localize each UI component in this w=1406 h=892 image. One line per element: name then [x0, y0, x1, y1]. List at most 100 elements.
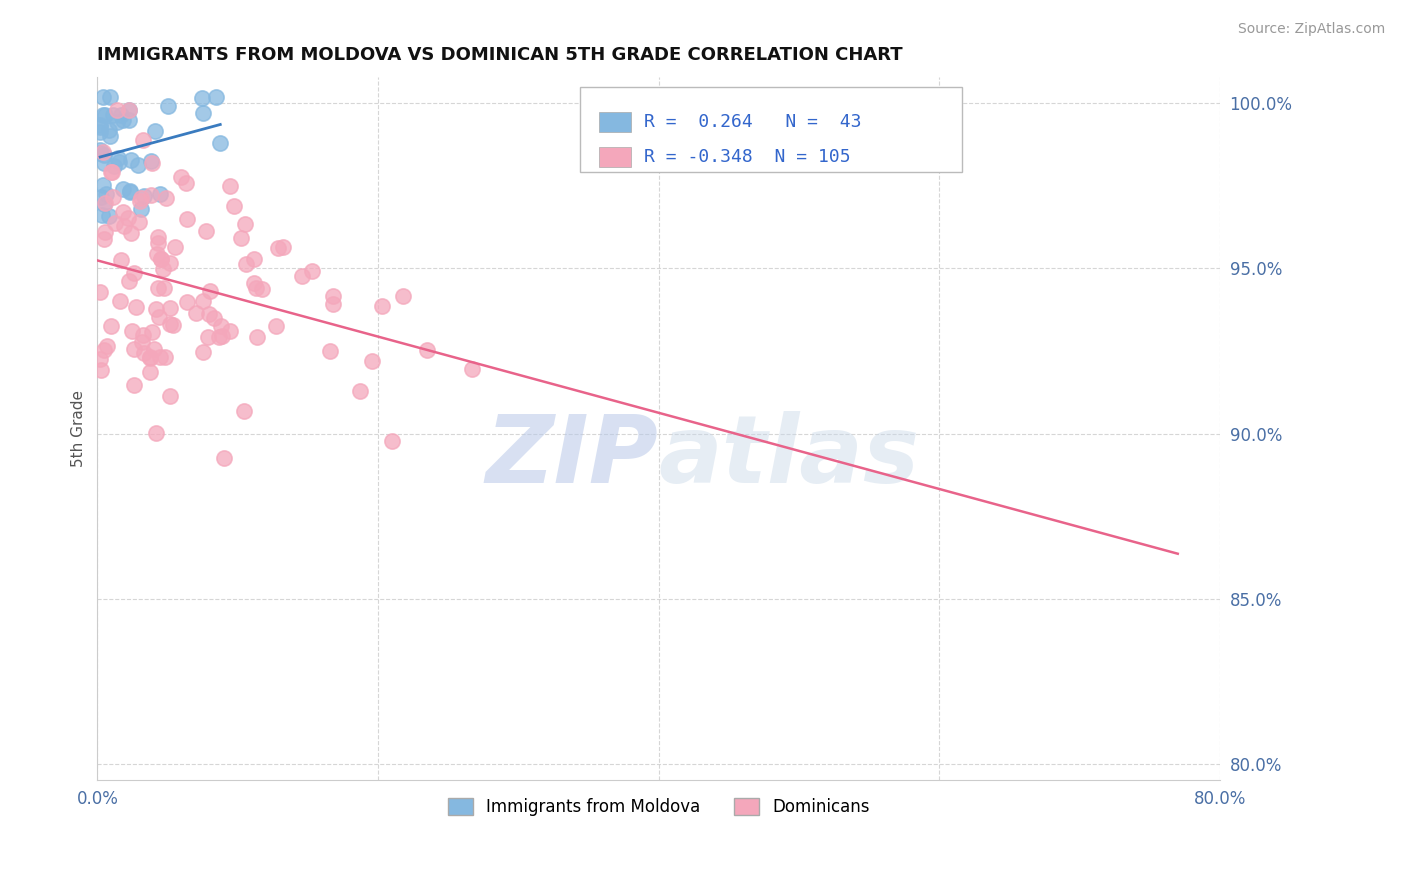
Point	[107, 151, 129, 165]
Point	[112, 113, 135, 128]
Point	[98, 209, 121, 223]
Point	[98, 129, 121, 144]
Point	[243, 252, 266, 266]
Point	[381, 434, 404, 449]
Point	[165, 240, 187, 254]
Point	[89, 120, 111, 135]
Point	[141, 153, 163, 168]
Point	[90, 363, 112, 377]
Point	[89, 146, 111, 161]
Point	[159, 256, 181, 270]
Point	[110, 108, 132, 122]
Point	[94, 196, 117, 211]
Point	[319, 343, 342, 358]
Point	[118, 184, 141, 198]
Point	[152, 281, 174, 295]
Point	[132, 328, 155, 343]
Point	[118, 103, 141, 118]
Point	[250, 282, 273, 296]
Point	[146, 281, 169, 295]
Point	[118, 274, 141, 288]
Point	[361, 354, 384, 368]
Point	[89, 351, 111, 366]
Point	[101, 190, 124, 204]
Point	[127, 158, 149, 172]
Point	[91, 89, 114, 103]
Point	[194, 224, 217, 238]
Point	[242, 277, 264, 291]
Point	[159, 317, 181, 331]
Point	[132, 189, 155, 203]
Point	[322, 297, 344, 311]
Point	[96, 339, 118, 353]
Point	[149, 350, 172, 364]
Text: R =  0.264   N =  43: R = 0.264 N = 43	[644, 113, 862, 131]
Point	[122, 266, 145, 280]
Point	[191, 294, 214, 309]
Point	[105, 115, 128, 129]
Point	[89, 144, 111, 158]
Point	[152, 262, 174, 277]
Point	[112, 219, 135, 233]
Point	[219, 179, 242, 194]
Bar	[599, 147, 630, 167]
Point	[98, 123, 121, 137]
Point	[209, 319, 232, 334]
Point	[149, 186, 172, 201]
Point	[149, 252, 172, 266]
Point	[198, 307, 221, 321]
Point	[322, 289, 344, 303]
Point	[291, 269, 314, 284]
Point	[156, 99, 179, 113]
Point	[222, 199, 245, 213]
Point	[246, 330, 269, 344]
Point	[91, 108, 114, 122]
Point	[139, 364, 162, 378]
Point	[139, 351, 162, 365]
Point	[100, 319, 122, 334]
Point	[138, 350, 160, 364]
Point	[197, 330, 219, 344]
Y-axis label: 5th Grade: 5th Grade	[72, 390, 86, 467]
Point	[128, 215, 150, 229]
Point	[176, 211, 198, 226]
Point	[204, 89, 226, 103]
Point	[191, 106, 214, 120]
Point	[212, 451, 235, 466]
Point	[141, 325, 163, 339]
Point	[146, 235, 169, 250]
Point	[91, 178, 114, 192]
Point	[93, 231, 115, 245]
Point	[415, 343, 437, 358]
Point	[208, 329, 231, 343]
Point	[211, 329, 233, 343]
Point	[129, 202, 152, 216]
Point	[117, 211, 139, 225]
Point	[159, 389, 181, 403]
Point	[94, 108, 117, 122]
Point	[461, 362, 484, 376]
Text: atlas: atlas	[658, 410, 920, 503]
Text: ZIP: ZIP	[485, 410, 658, 503]
Text: IMMIGRANTS FROM MOLDOVA VS DOMINICAN 5TH GRADE CORRELATION CHART: IMMIGRANTS FROM MOLDOVA VS DOMINICAN 5TH…	[97, 46, 903, 64]
Point	[141, 188, 163, 202]
Point	[233, 218, 256, 232]
Point	[190, 91, 212, 105]
Point	[176, 294, 198, 309]
Point	[162, 318, 184, 332]
Point	[124, 377, 146, 392]
Point	[155, 191, 177, 205]
Point	[104, 216, 127, 230]
Point	[371, 299, 394, 313]
Point	[93, 148, 115, 162]
Point	[271, 240, 294, 254]
Point	[134, 346, 156, 360]
Point	[122, 342, 145, 356]
Point	[112, 204, 135, 219]
Point	[107, 155, 129, 169]
Point	[129, 194, 152, 208]
Point	[155, 350, 177, 364]
Point	[202, 310, 225, 325]
Point	[264, 319, 287, 334]
Point	[267, 241, 290, 255]
